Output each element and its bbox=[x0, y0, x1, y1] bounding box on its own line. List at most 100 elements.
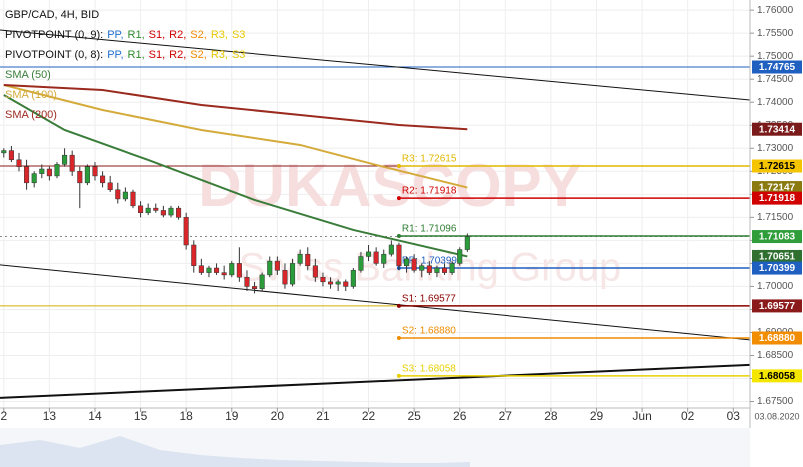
candle-body bbox=[92, 166, 98, 177]
pivot-legend: PIVOTPOINT (0, 9): PP, R1, S1, R2, S2, R3, S3 bbox=[5, 29, 245, 41]
pivot-legend-item: S1, bbox=[149, 29, 166, 41]
candle-body bbox=[16, 159, 22, 167]
pivot-dot bbox=[396, 373, 401, 378]
pivot-legend-item: PP, bbox=[107, 29, 123, 41]
price-label: 1.68880 bbox=[759, 333, 796, 344]
x-tick-label: 19 bbox=[225, 409, 239, 423]
candle-body bbox=[214, 267, 220, 273]
y-tick-label: 1.67500 bbox=[757, 396, 794, 407]
y-tick-label: 1.71500 bbox=[757, 212, 794, 223]
x-tick-label: 20 bbox=[271, 409, 285, 423]
pivot-dot bbox=[396, 196, 401, 201]
candle-body bbox=[206, 267, 212, 273]
candle-body bbox=[350, 270, 356, 287]
y-tick-label: 1.68500 bbox=[757, 350, 794, 361]
price-label: 1.74765 bbox=[759, 62, 796, 73]
x-tick-label: 15 bbox=[134, 409, 148, 423]
candle-body bbox=[290, 263, 296, 285]
price-label: 1.70399 bbox=[759, 263, 796, 274]
candle-body bbox=[244, 276, 250, 287]
candle-body bbox=[404, 258, 410, 266]
y-tick-label: 1.73000 bbox=[757, 143, 794, 154]
candle-body bbox=[411, 258, 417, 271]
pivot-label: S2: 1.68880 bbox=[402, 326, 456, 337]
pivot-dot bbox=[396, 233, 401, 238]
candle-body bbox=[388, 244, 394, 255]
pivot-legend-item: R3, bbox=[211, 29, 228, 41]
candle-body bbox=[373, 251, 379, 264]
x-tick-label: 27 bbox=[499, 409, 513, 423]
legend-entry: SMA (50) bbox=[5, 69, 51, 81]
candle-body bbox=[122, 191, 128, 200]
watermark: DUKASCOPY bbox=[198, 152, 581, 219]
x-tick-label: 03 bbox=[727, 409, 741, 423]
x-tick-label: 22 bbox=[362, 409, 376, 423]
candle-body bbox=[8, 150, 14, 161]
price-label-box bbox=[752, 331, 802, 345]
candle-body bbox=[191, 244, 197, 266]
pivot-legend-item: S2, bbox=[190, 49, 207, 61]
candle-body bbox=[464, 236, 470, 250]
pivot-legend-item: R2, bbox=[169, 49, 186, 61]
candle-body bbox=[107, 182, 113, 190]
candle-body bbox=[320, 276, 326, 283]
sma-line bbox=[3, 84, 468, 131]
candle-body bbox=[115, 189, 121, 200]
pivot-legend: PIVOTPOINT (0, 8): PP, R1, S1, R2, S2, R3, S3 bbox=[5, 49, 245, 61]
candle-body bbox=[145, 207, 151, 213]
pivot-label: S3: 1.68058 bbox=[402, 363, 456, 374]
candle-body bbox=[282, 270, 288, 285]
candle-body bbox=[396, 244, 402, 266]
pivot-legend-item: S2, bbox=[190, 29, 207, 41]
x-tick-label: 13 bbox=[43, 409, 57, 423]
pivot-dot bbox=[396, 336, 401, 341]
candle-body bbox=[457, 249, 463, 264]
candle-body bbox=[449, 263, 455, 273]
price-label: 1.68058 bbox=[759, 371, 796, 382]
y-tick-label: 1.76000 bbox=[757, 5, 794, 16]
candle-body bbox=[46, 168, 52, 177]
price-label-box bbox=[752, 60, 802, 74]
candle-body bbox=[297, 253, 303, 264]
legend-title: GBP/CAD, 4H, BID bbox=[5, 9, 99, 21]
candle-body bbox=[419, 265, 425, 271]
pivot-label: R1: 1.71096 bbox=[402, 224, 457, 235]
candle-body bbox=[39, 168, 45, 174]
price-label: 1.71083 bbox=[759, 232, 796, 243]
pivot-legend-item: PP, bbox=[107, 49, 123, 61]
x-tick-label: 21 bbox=[316, 409, 330, 423]
price-label-box bbox=[752, 230, 802, 244]
price-label: 1.72147 bbox=[759, 183, 796, 194]
candle-body bbox=[160, 210, 166, 216]
candle-body bbox=[441, 267, 448, 273]
candle-body bbox=[381, 253, 387, 264]
x-tick-label: 18 bbox=[179, 409, 193, 423]
navigator-area bbox=[0, 436, 470, 467]
x-tick-label: 26 bbox=[453, 409, 467, 423]
candle-body bbox=[24, 166, 30, 184]
pivot-dot bbox=[396, 303, 401, 308]
candle-body bbox=[236, 263, 242, 278]
candle-body bbox=[54, 164, 60, 177]
price-label-box bbox=[752, 249, 802, 263]
trendline bbox=[0, 29, 751, 101]
date-label: 03.08.2020 bbox=[754, 411, 799, 421]
candle-body bbox=[434, 267, 440, 273]
candle-body bbox=[229, 263, 235, 276]
candle-body bbox=[305, 253, 311, 266]
price-label: 1.73414 bbox=[759, 124, 796, 135]
candle-body bbox=[252, 286, 258, 289]
y-tick-label: 1.70000 bbox=[757, 281, 794, 292]
x-tick-label: 25 bbox=[407, 409, 421, 423]
candle-body bbox=[168, 207, 174, 216]
x-tick-label: Jun bbox=[632, 409, 651, 423]
legend-entry: SMA (200) bbox=[5, 109, 57, 121]
candle-body bbox=[358, 256, 364, 271]
price-label-box bbox=[752, 159, 802, 173]
candle-body bbox=[176, 207, 182, 218]
candle-body bbox=[267, 260, 273, 276]
x-tick-label: 2 bbox=[0, 409, 7, 423]
pivot-legend-item: R1, bbox=[128, 29, 145, 41]
